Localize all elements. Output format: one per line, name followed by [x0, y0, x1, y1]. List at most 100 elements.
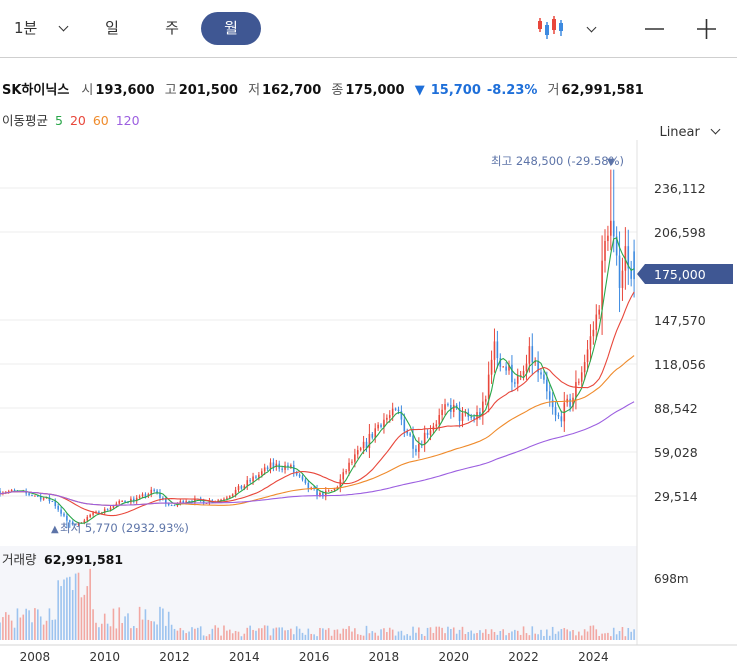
- volume-bar: [575, 635, 577, 640]
- candle-body: [345, 471, 347, 473]
- volume-bar: [356, 634, 359, 640]
- moving-average-lines: [0, 237, 635, 524]
- high-label: 고: [164, 83, 177, 98]
- volume-bar: [615, 634, 618, 640]
- candle-body: [28, 493, 30, 495]
- candle-body: [144, 494, 147, 497]
- candle-body: [246, 480, 249, 486]
- volume-bar: [249, 625, 251, 640]
- period-daily-button[interactable]: 일: [90, 12, 134, 45]
- axes: 236,112 206,598 147,570 118,056 88,542 59,028…: [0, 140, 737, 664]
- volume-bar: [260, 628, 263, 640]
- period-weekly-button[interactable]: 주: [150, 12, 194, 45]
- zoom-out-button[interactable]: [642, 0, 668, 57]
- volume-bar: [604, 633, 606, 640]
- candle-body: [118, 500, 121, 504]
- candle-body: [109, 507, 112, 510]
- candle-body: [519, 374, 522, 377]
- volume-bar: [505, 635, 507, 640]
- candle-body: [217, 500, 219, 502]
- candle-body: [103, 509, 106, 513]
- candle-body: [162, 497, 164, 499]
- volume-bar: [284, 630, 286, 640]
- moving-average-legend[interactable]: 이동평균 5 20 60 120: [2, 110, 143, 129]
- candle-body: [243, 485, 246, 489]
- volume-bar: [199, 626, 202, 640]
- candle-body: [479, 412, 481, 416]
- candle-body: [153, 489, 155, 491]
- volume-bar: [69, 576, 71, 640]
- volume-bar: [83, 594, 86, 640]
- volume-bar: [490, 629, 493, 640]
- ma-20-label: 20: [69, 113, 86, 128]
- candle-body: [630, 268, 632, 279]
- candle-body: [330, 490, 333, 492]
- candle-body: [324, 490, 327, 497]
- candle-body: [48, 497, 51, 501]
- interval-selector[interactable]: 1분: [14, 0, 69, 57]
- period-monthly-button[interactable]: 월: [201, 12, 261, 45]
- price-axis-tick: 236,112: [654, 181, 706, 196]
- volume-bar: [147, 619, 150, 640]
- volume-bar: [525, 633, 528, 640]
- volume-bar: [452, 627, 455, 640]
- candle-body: [525, 363, 528, 372]
- volume-bar: [348, 626, 350, 640]
- high-value: 201,500: [178, 83, 238, 98]
- time-axis-tick: 2010: [89, 650, 120, 664]
- volume-label: 거: [547, 83, 560, 98]
- price-axis-tick: 206,598: [654, 225, 706, 240]
- candle-body: [586, 349, 589, 363]
- interval-label: 1분: [14, 19, 38, 37]
- candle-body: [92, 512, 94, 515]
- ma-label: 이동평균: [2, 113, 49, 128]
- current-price-tag: 175,000: [637, 264, 733, 284]
- candle-body: [106, 509, 109, 511]
- scale-selector[interactable]: Linear: [659, 124, 721, 140]
- volume-bar: [167, 611, 170, 640]
- candle-body: [458, 408, 461, 421]
- zoom-in-button[interactable]: [694, 0, 720, 57]
- chart-type-selector[interactable]: [536, 0, 616, 57]
- volume-bar: [598, 635, 600, 640]
- candle-body: [51, 500, 54, 502]
- volume-bar: [420, 634, 423, 640]
- volume-bar: [176, 630, 179, 640]
- candle-body: [124, 500, 126, 503]
- close-value: 175,000: [345, 83, 405, 98]
- volume-bar: [95, 622, 97, 640]
- candle-body: [406, 431, 409, 434]
- volume-bar: [240, 636, 243, 640]
- volume-bar: [71, 590, 74, 640]
- candle-body: [621, 270, 624, 288]
- volume-bar: [595, 629, 598, 640]
- volume-bar: [298, 628, 301, 640]
- candle-body: [514, 382, 516, 384]
- plus-icon: [697, 19, 716, 39]
- volume-bar: [557, 631, 560, 640]
- candle-body: [327, 490, 330, 492]
- volume-bar: [101, 623, 103, 640]
- candle-body: [484, 399, 487, 402]
- candle-body: [464, 412, 467, 414]
- volume-bar: [566, 629, 568, 640]
- open-value: 193,600: [95, 83, 155, 98]
- volume-bar: [630, 631, 632, 640]
- volume-bar: [109, 626, 112, 640]
- volume-bar: [336, 629, 339, 640]
- volume-bar: [351, 631, 353, 640]
- period-monthly-label: 월: [224, 19, 238, 37]
- volume-bar: [98, 627, 100, 640]
- candle-body: [598, 309, 600, 315]
- volume-bar: [435, 626, 438, 640]
- volume-bar: [400, 630, 403, 640]
- volume-bar: [324, 629, 327, 640]
- volume-bar: [519, 634, 522, 640]
- all-time-high-marker-icon: ▼: [607, 157, 615, 168]
- candle-body: [34, 495, 36, 497]
- candle-body: [380, 424, 382, 428]
- volume-panel-value: 62,991,581: [44, 552, 123, 567]
- volume-bar: [589, 625, 592, 640]
- candle-body: [537, 360, 539, 373]
